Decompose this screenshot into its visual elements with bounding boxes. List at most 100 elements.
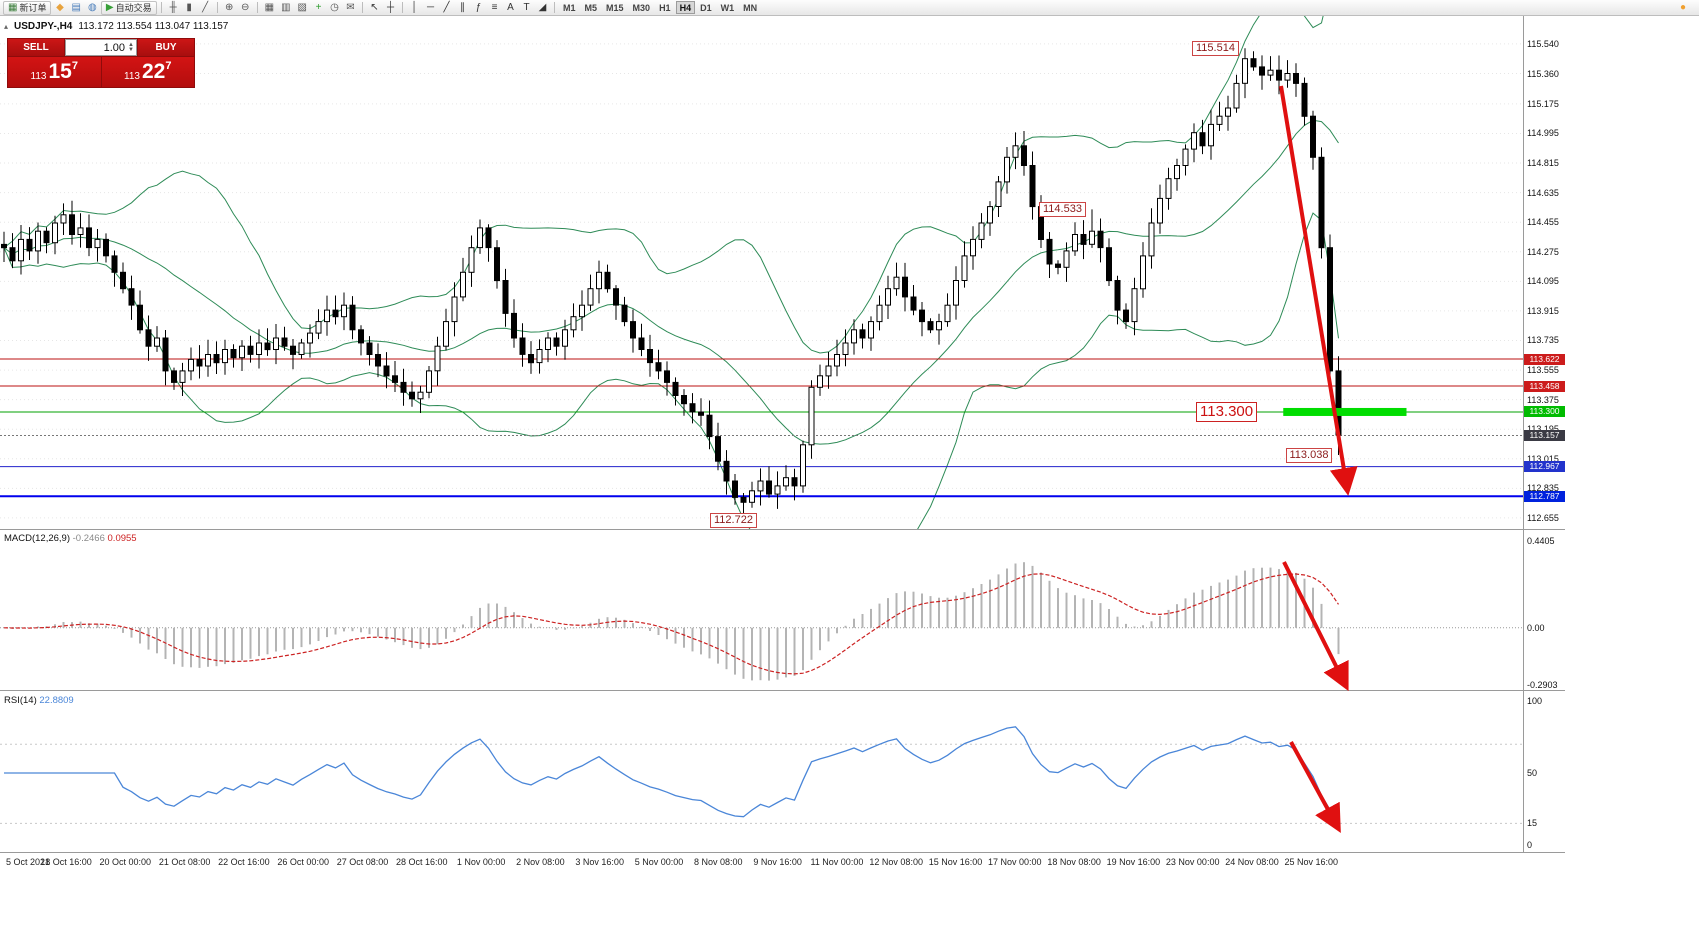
auto-scroll-icon[interactable]: ▥ <box>278 1 293 15</box>
horizontal-line-icon-glyph: ─ <box>426 1 435 13</box>
volume-increase-icon[interactable]: ▲ <box>128 41 134 48</box>
vertical-line-icon-glyph: │ <box>411 1 418 13</box>
chart-shift-icon[interactable]: ▧ <box>295 1 310 15</box>
text-label-icon[interactable]: T <box>519 1 534 15</box>
channel-icon[interactable]: ∥ <box>455 1 470 15</box>
sell-price-sup: 7 <box>71 60 78 72</box>
one-click-toggle-icon[interactable]: ▴ <box>4 22 9 31</box>
time-axis-label: 9 Nov 16:00 <box>753 857 802 867</box>
price-callout[interactable]: 112.722 <box>710 512 757 528</box>
buy-price-display[interactable]: 113 22 7 <box>101 57 194 87</box>
crosshair-icon[interactable]: ┼ <box>383 1 398 15</box>
time-axis-label: 19 Nov 16:00 <box>1106 857 1161 867</box>
time-axis-label: 5 Oct 2021 <box>6 857 51 867</box>
time-axis-label: 3 Nov 16:00 <box>575 857 624 867</box>
timeframe-m15[interactable]: M15 <box>606 3 624 13</box>
arrows-tool-icon[interactable]: ◢ <box>535 1 550 15</box>
price-chart-canvas[interactable] <box>0 16 1565 872</box>
highlight-bar[interactable] <box>1283 407 1407 416</box>
cursor-icon[interactable]: ↖ <box>367 1 382 15</box>
time-axis-label: 1 Nov 00:00 <box>456 857 506 867</box>
vertical-line-icon[interactable]: │ <box>407 1 422 15</box>
candlesticks <box>1 48 1342 517</box>
symbol-title: ▴ USDJPY-,H4 113.172 113.554 113.047 113… <box>4 21 228 32</box>
time-axis-label: 18 Oct 16:00 <box>40 857 92 867</box>
add-indicator-icon[interactable]: + <box>311 1 326 15</box>
timeframe-m30[interactable]: M30 <box>632 3 651 13</box>
timeframe-d1[interactable]: D1 <box>700 3 712 13</box>
timeframe-h4[interactable]: H4 <box>675 1 696 14</box>
rsi-value: 22.8809 <box>39 695 74 706</box>
price-scale-label: 113.555 <box>1527 365 1559 376</box>
notifications-icon[interactable]: ● <box>1679 2 1686 13</box>
bollinger-bands <box>3 16 1339 529</box>
price-callout[interactable]: 113.300 <box>1196 401 1258 422</box>
price-scale-label: 100 <box>1527 696 1543 706</box>
sell-button[interactable]: SELL <box>8 39 64 56</box>
shapes-icon[interactable]: ≡ <box>487 1 502 15</box>
timeframe-w1[interactable]: W1 <box>720 3 735 13</box>
trendline-icon[interactable]: ╱ <box>439 1 454 15</box>
market-watch-icon[interactable]: ◍ <box>85 1 100 15</box>
price-scale-label: 114.095 <box>1527 276 1559 287</box>
text-icon-glyph: A <box>507 1 514 13</box>
price-scale-label: 50 <box>1527 768 1538 778</box>
tile-windows-icon[interactable]: ▦ <box>262 1 277 15</box>
macd-indicator-label: MACD(12,26,9) -0.2466 0.0955 <box>4 533 137 544</box>
time-axis-label: 2 Nov 08:00 <box>516 857 565 867</box>
timeframe-h1[interactable]: H1 <box>659 3 671 13</box>
price-scale-label: 0 <box>1527 840 1533 850</box>
toolbar: ▦ 新订单 ◆ ▤ ◍ ▶ 自动交易 ╫ ▮ ╱ ⊕ ⊖ ▦ ▥ ▧ + ◷ ✉ ↖ ┼ │ ─ ╱ ∥ ƒ ≡ A T ◢ M1 M5 M1… <box>0 0 1699 16</box>
volume-decrease-icon[interactable]: ▼ <box>128 46 134 53</box>
price-scale-label: 114.815 <box>1527 158 1559 169</box>
charts-window-icon[interactable]: ▤ <box>68 1 83 15</box>
horizontal-line-icon[interactable]: ─ <box>423 1 438 15</box>
macd-main-value: -0.2466 <box>72 533 105 544</box>
timeframe-m1[interactable]: M1 <box>563 3 576 13</box>
time-axis-label: 8 Nov 08:00 <box>694 857 743 867</box>
zoom-out-icon[interactable]: ⊖ <box>238 1 253 15</box>
price-scale-label: 114.455 <box>1527 217 1559 228</box>
toolbar-separator <box>554 2 555 13</box>
time-axis-label: 23 Nov 00:00 <box>1165 857 1220 867</box>
price-callout[interactable]: 113.038 <box>1285 447 1333 463</box>
buy-price-big: 22 <box>141 60 166 83</box>
price-scale-label: 115.540 <box>1527 38 1559 49</box>
price-tag: 113.622 <box>1524 353 1565 365</box>
fibonacci-icon-glyph: ƒ <box>475 1 482 13</box>
price-scale-label: 115.360 <box>1527 68 1559 79</box>
one-click-trading-panel: SELL 1.00 ▲ ▼ BUY 113 15 7 113 22 7 <box>7 38 195 88</box>
mql5-icon[interactable]: ◆ <box>52 1 67 15</box>
buy-button[interactable]: BUY <box>138 39 194 56</box>
buy-price-prefix: 113 <box>124 70 140 82</box>
new-order-button-label: 新订单 <box>19 2 47 13</box>
line-chart-icon[interactable]: ╱ <box>198 1 213 15</box>
time-axis-label: 26 Oct 00:00 <box>277 857 329 867</box>
chart-window[interactable]: ▴ USDJPY-,H4 113.172 113.554 113.047 113… <box>0 16 1699 943</box>
price-tag: 112.967 <box>1524 461 1565 473</box>
price-callout[interactable]: 115.514 <box>1192 40 1239 56</box>
timeframe-mn[interactable]: MN <box>743 3 758 13</box>
price-callout[interactable]: 114.533 <box>1039 201 1086 217</box>
new-order-button[interactable]: ▦ 新订单 <box>3 0 52 15</box>
fibonacci-icon[interactable]: ƒ <box>471 1 486 15</box>
zoom-in-icon[interactable]: ⊕ <box>222 1 237 15</box>
price-scale[interactable]: 115.540 115.360 115.175 114.995 114.815 114.6… <box>1523 16 1567 853</box>
trend-arrows[interactable] <box>1279 85 1358 834</box>
price-scale-label: 113.375 <box>1527 394 1559 405</box>
trendline-icon-glyph: ╱ <box>443 1 450 13</box>
text-icon[interactable]: A <box>503 1 518 15</box>
horizontal-lines[interactable] <box>0 358 1523 498</box>
autotrading-button[interactable]: ▶ 自动交易 <box>100 0 157 15</box>
period-icon[interactable]: ◷ <box>327 1 342 15</box>
volume-input[interactable]: 1.00 ▲ ▼ <box>65 39 137 56</box>
macd-name: MACD(12,26,9) <box>4 533 70 544</box>
sell-price-display[interactable]: 113 15 7 <box>8 57 101 87</box>
time-axis[interactable]: 5 Oct 2021 18 Oct 16:00 20 Oct 00:00 21 Oct… <box>0 854 1565 872</box>
timeframe-m5[interactable]: M5 <box>584 3 598 13</box>
price-scale-label: 112.835 <box>1527 483 1559 494</box>
bar-chart-icon[interactable]: ╫ <box>166 1 181 15</box>
pane-separators <box>0 16 1565 853</box>
candlestick-chart-icon[interactable]: ▮ <box>182 1 197 15</box>
templates-icon[interactable]: ✉ <box>343 1 358 15</box>
